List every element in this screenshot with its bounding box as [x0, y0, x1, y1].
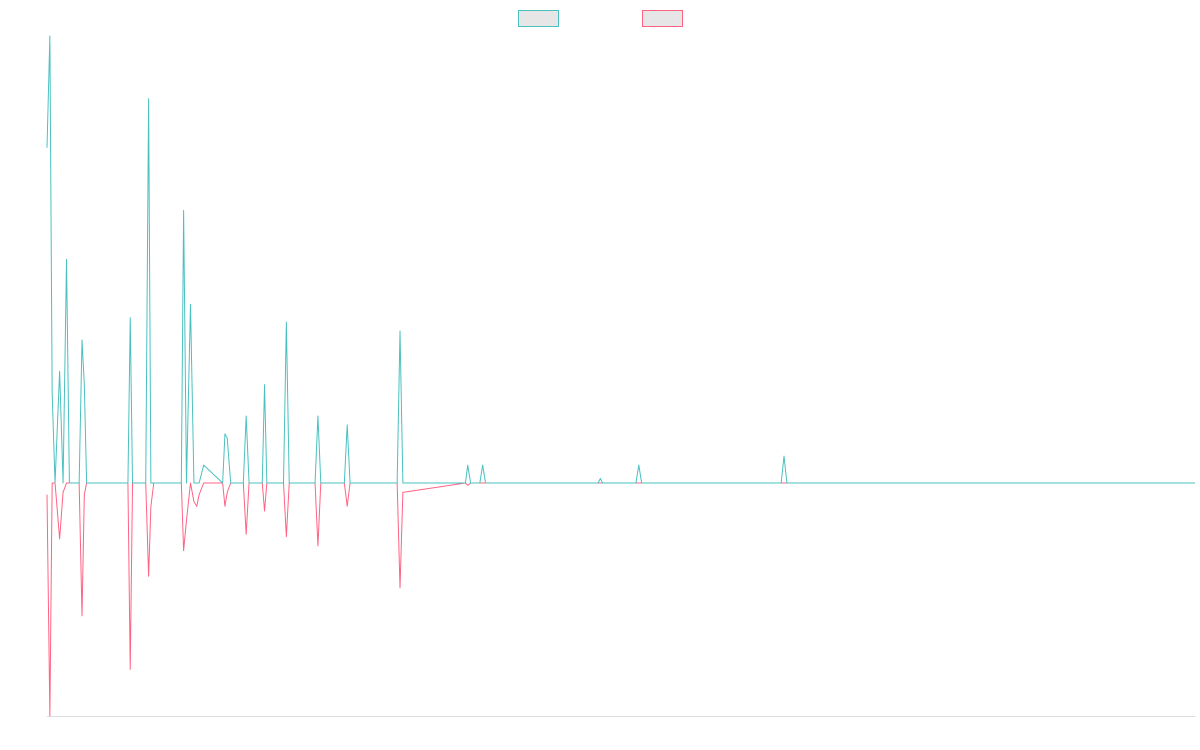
series-layer [46, 35, 1195, 717]
legend-swatch-2[interactable] [642, 10, 683, 27]
legend-swatch-1[interactable] [518, 10, 559, 27]
plot-area [46, 35, 1195, 717]
series-line-2 [46, 482, 1195, 717]
series-line-1 [46, 35, 1195, 484]
legend [518, 10, 683, 27]
